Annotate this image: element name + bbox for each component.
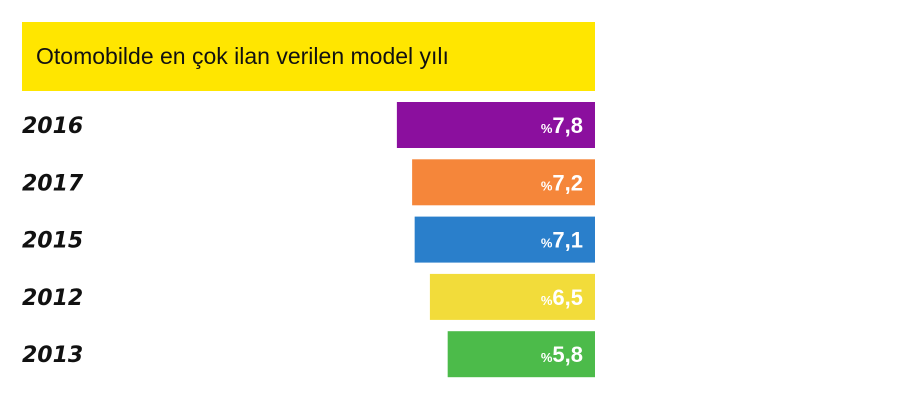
bar-2017 [412, 159, 595, 206]
data-label-2012: %6,5 [541, 285, 583, 310]
category-label-2017: 2017 [22, 171, 84, 196]
bar-2012 [429, 273, 595, 320]
bar-2016 [396, 102, 595, 148]
bar-2015 [414, 216, 595, 263]
category-label-2015: 2015 [22, 229, 83, 254]
data-label-2015: %7,1 [541, 228, 583, 253]
chart-title-box: Otomobilde en çok ilan verilen model yıl… [22, 22, 595, 91]
bar-2013 [447, 331, 595, 378]
data-label-2016: %7,8 [541, 113, 583, 138]
data-label-2013: %5,8 [541, 342, 583, 367]
category-label-2016: 2016 [22, 114, 83, 139]
category-label-2013: 2013 [22, 343, 83, 368]
data-label-2017: %7,2 [541, 170, 583, 195]
category-label-2012: 2012 [22, 286, 83, 311]
chart-title: Otomobilde en çok ilan verilen model yıl… [36, 43, 449, 69]
